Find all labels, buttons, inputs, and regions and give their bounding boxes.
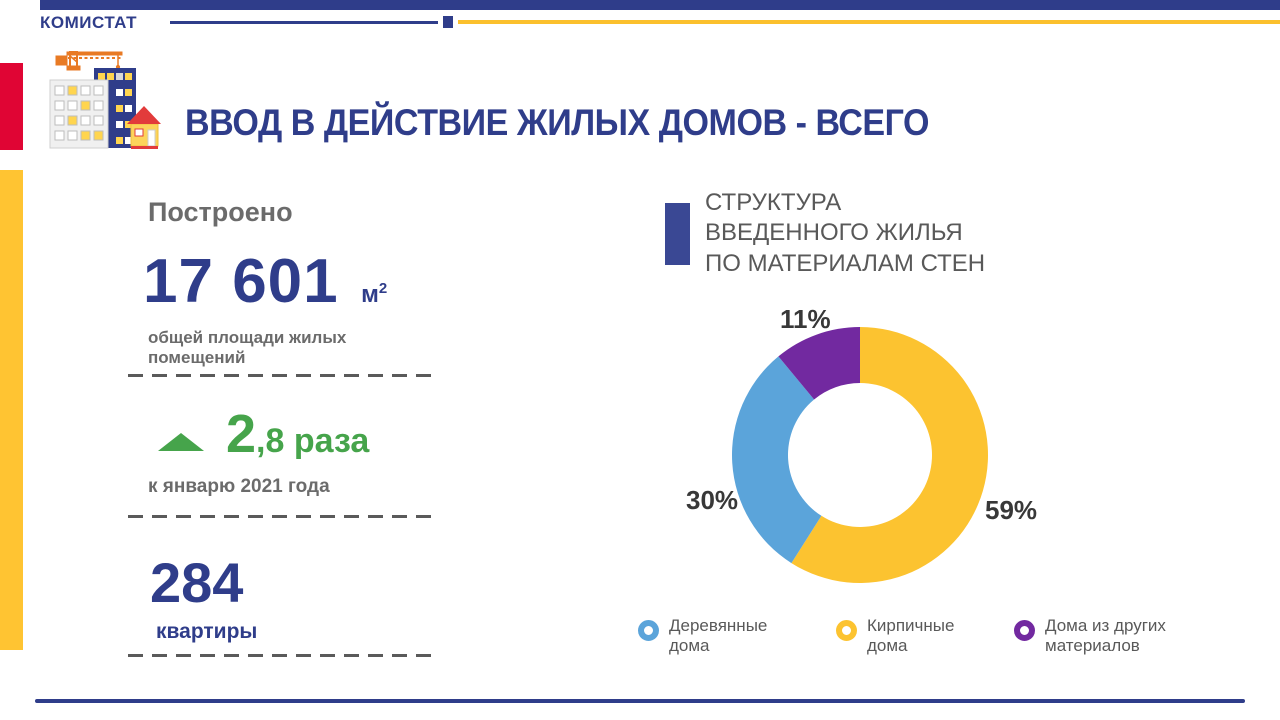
donut-slice [791,327,988,583]
chart-legend: Деревянные дома Кирпичные дома Дома из д… [638,616,1174,655]
legend-marker-wood-icon [638,620,659,641]
donut-slice [732,356,822,564]
area-stat: 17 601 м2 [143,246,387,317]
dashed-divider [128,654,432,657]
divider-square [443,16,453,28]
growth-stat: 2 ,8 раза [158,403,369,465]
blue-building-icon [94,68,136,148]
apartments-label: квартиры [156,620,258,643]
top-navy-bar [40,0,1280,10]
apartments-value: 284 [150,551,244,614]
legend-label-wood: Деревянные дома [669,616,768,655]
yellow-accent-line [458,20,1280,24]
left-red-bar [0,63,23,150]
slice-label-wood: 30% [686,485,739,515]
legend-item-brick: Кирпичные дома [836,616,966,655]
slice-label-brick: 59% [985,495,1038,525]
left-yellow-bar [0,170,23,650]
gray-building-icon [49,79,109,149]
slice-label-other: 11% [780,304,831,334]
dashed-divider [128,374,432,377]
built-label: Построено [148,197,293,227]
house-icon [127,106,161,149]
area-unit: м2 [361,280,388,308]
legend-item-wood: Деревянные дома [638,616,788,655]
chart-title: СТРУКТУРА ВВЕДЕННОГО ЖИЛЬЯ ПО МАТЕРИАЛАМ… [705,189,986,277]
chart-title-accent-bar [665,203,690,265]
legend-marker-other-icon [1014,620,1035,641]
growth-caption: к январю 2021 года [148,476,330,497]
up-arrow-icon [158,433,204,451]
brand-logo-text: КОМИСТАТ [40,13,137,32]
construction-illustration-icon [44,42,164,156]
area-caption: общей площади жилых помещений [148,328,347,368]
legend-label-other: Дома из других материалов [1045,616,1166,655]
page-title: ВВОД В ДЕЙСТВИЕ ЖИЛЫХ ДОМОВ - ВСЕГО [185,102,930,143]
brand-divider-line [170,21,438,24]
growth-value: 2 [226,404,257,464]
bottom-navy-line [35,699,1245,703]
legend-label-brick: Кирпичные дома [867,616,955,655]
dashed-divider [128,515,432,518]
crane-icon [55,51,123,71]
area-value: 17 601 [143,247,339,316]
donut-slice [778,327,860,400]
donut-chart [725,320,995,590]
legend-marker-brick-icon [836,620,857,641]
growth-suffix: ,8 раза [256,422,370,460]
legend-item-other: Дома из других материалов [1014,616,1174,655]
